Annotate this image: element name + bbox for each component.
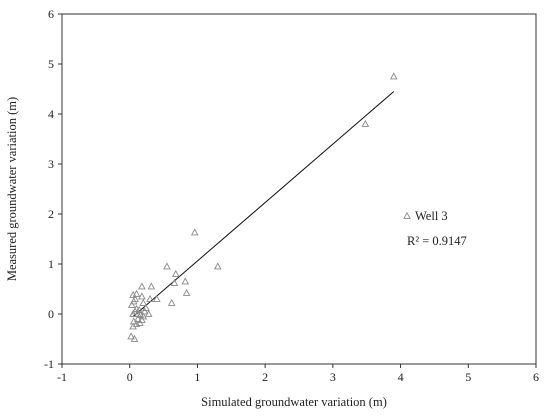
data-point [170, 278, 179, 286]
axis-ticks: -1 0 1 2 3 4 5 6 -1 0 1 2 3 4 5 6 [44, 7, 539, 384]
data-point [181, 277, 190, 285]
data-point [130, 334, 139, 342]
data-point [163, 262, 171, 270]
data-point [147, 282, 156, 290]
data-point [139, 298, 148, 306]
y-tick-label: 2 [48, 207, 54, 221]
y-tick-label: 6 [48, 7, 54, 21]
data-point [167, 298, 176, 306]
trendline [132, 91, 395, 317]
data-point [140, 307, 149, 315]
y-tick-label: 3 [48, 157, 54, 171]
data-point [171, 269, 180, 277]
x-tick-label: 1 [194, 370, 200, 384]
y-tick-label: 5 [48, 57, 54, 71]
x-tick-label: 4 [398, 370, 404, 384]
y-axis-title: Measured groundwater variation (m) [5, 97, 19, 281]
data-point [146, 294, 154, 302]
data-point [139, 312, 148, 320]
r-squared-annotation: R² = 0.9147 [407, 234, 467, 248]
legend-label: Well 3 [415, 209, 448, 223]
x-tick-label: -1 [57, 370, 67, 384]
x-axis-title: Simulated groundwater variation (m) [201, 395, 387, 409]
data-point [134, 314, 142, 322]
x-tick-label: 5 [465, 370, 471, 384]
data-point [142, 303, 150, 311]
x-tick-label: 3 [330, 370, 336, 384]
x-tick-label: 6 [533, 370, 539, 384]
plot-frame [61, 13, 537, 365]
data-point [127, 332, 135, 340]
data-point [127, 300, 136, 308]
trendline-group [132, 91, 395, 317]
plot-axes [61, 13, 537, 365]
data-point [136, 310, 145, 318]
data-point [138, 315, 146, 323]
data-point [190, 228, 199, 236]
data-point [138, 292, 146, 300]
y-tick-label: -1 [44, 357, 54, 371]
data-point [138, 282, 146, 290]
data-point [132, 289, 141, 297]
data-points [127, 72, 398, 342]
data-point [153, 294, 161, 302]
data-point [213, 262, 222, 270]
y-tick-label: 0 [48, 307, 54, 321]
data-point [131, 294, 139, 302]
y-tick-label: 1 [48, 257, 54, 271]
x-tick-label: 2 [262, 370, 268, 384]
data-point [390, 72, 398, 80]
data-point [144, 309, 153, 317]
x-tick-label: 0 [127, 370, 133, 384]
data-point [182, 288, 191, 296]
data-point [361, 119, 370, 127]
legend: Well 3 [403, 209, 448, 223]
legend-marker [403, 211, 411, 219]
data-point [135, 305, 143, 313]
y-tick-label: 4 [48, 107, 54, 121]
